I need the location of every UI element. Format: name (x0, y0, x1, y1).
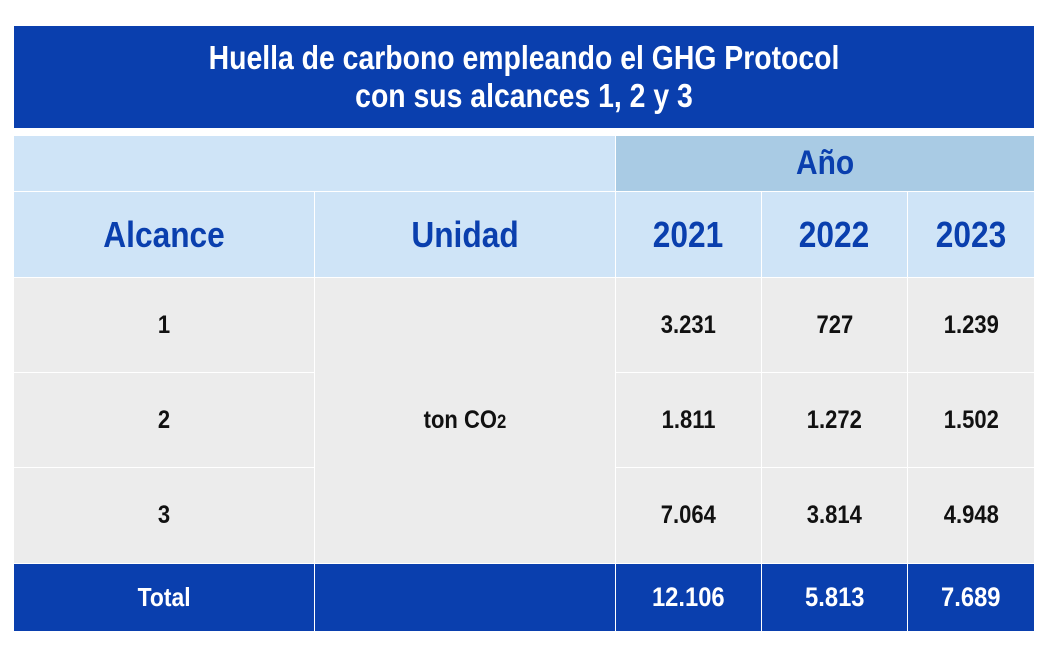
total-unit-cell (315, 564, 616, 632)
value-cell: 4.948 (908, 468, 1034, 564)
value-2022: 1.272 (806, 405, 863, 434)
header-year-2023: 2023 (908, 192, 1034, 278)
value-cell: 1.502 (908, 373, 1034, 468)
column-header-row: Alcance Unidad 2021 2022 2023 (14, 192, 1034, 278)
table-row-alcance-1: 1 ton CO2 3.231 727 1.239 (14, 278, 1034, 564)
carbon-footprint-table-card: Huella de carbono empleando el GHG Proto… (14, 26, 1034, 632)
unit-label: ton CO2 (424, 406, 507, 435)
total-value-cell: 7.689 (908, 564, 1034, 632)
header-unidad-label: Unidad (411, 213, 519, 255)
total-value-cell: 5.813 (762, 564, 908, 632)
header-year-2022: 2022 (762, 192, 908, 278)
header-year-2021: 2021 (616, 192, 762, 278)
unit-cell: ton CO2 (315, 278, 616, 564)
total-value-cell: 12.106 (616, 564, 762, 632)
alcance-cell: 3 (14, 468, 315, 564)
year-group-label: Año (795, 144, 855, 182)
header-year-label: 2021 (653, 213, 724, 255)
alcance-value: 2 (157, 405, 171, 434)
total-2022: 5.813 (804, 582, 865, 612)
unit-subscript: 2 (497, 412, 507, 433)
alcance-value: 3 (157, 501, 171, 529)
alcance-cell: 1 (14, 278, 315, 373)
table-row-total: Total 12.106 5.813 7.689 (14, 564, 1034, 632)
year-group-header: Año (616, 136, 1034, 192)
header-year-label: 2022 (799, 213, 870, 255)
total-2023: 7.689 (941, 582, 1001, 612)
alcance-value: 1 (157, 310, 171, 339)
header-spacer-cell (14, 136, 616, 192)
value-2021: 1.811 (661, 405, 716, 434)
header-year-label: 2023 (935, 213, 1007, 255)
table-title-line-2: con sus alcances 1, 2 y 3 (355, 77, 693, 114)
value-cell: 7.064 (616, 468, 762, 564)
value-2021: 3.231 (660, 310, 717, 339)
value-2023: 1.502 (943, 405, 999, 434)
value-2023: 1.239 (943, 310, 999, 339)
value-cell: 3.231 (616, 278, 762, 373)
value-cell: 1.272 (762, 373, 908, 468)
value-2022: 3.814 (806, 501, 863, 529)
value-cell: 3.814 (762, 468, 908, 564)
value-cell: 1.239 (908, 278, 1034, 373)
value-2021: 7.064 (660, 501, 717, 529)
value-2023: 4.948 (943, 501, 999, 529)
table-title-line-1: Huella de carbono empleando el GHG Proto… (208, 39, 840, 76)
value-cell: 727 (762, 278, 908, 373)
total-label-cell: Total (14, 564, 315, 632)
table-row-alcance-2: 2 1.811 1.272 1.502 (14, 373, 1034, 468)
year-group-header-row: Año (14, 136, 1034, 192)
carbon-footprint-table: Año Alcance Unidad 2021 2022 2023 1 (14, 136, 1034, 632)
header-unidad: Unidad (315, 192, 616, 278)
header-alcance-label: Alcance (103, 213, 225, 255)
total-2021: 12.106 (652, 582, 725, 612)
value-2022: 727 (816, 310, 853, 339)
header-alcance: Alcance (14, 192, 315, 278)
alcance-cell: 2 (14, 373, 315, 468)
value-cell: 1.811 (616, 373, 762, 468)
table-row-alcance-3: 3 7.064 3.814 4.948 (14, 468, 1034, 564)
table-title: Huella de carbono empleando el GHG Proto… (14, 26, 1034, 128)
total-label: Total (137, 582, 191, 612)
unit-base: ton CO (423, 406, 498, 434)
